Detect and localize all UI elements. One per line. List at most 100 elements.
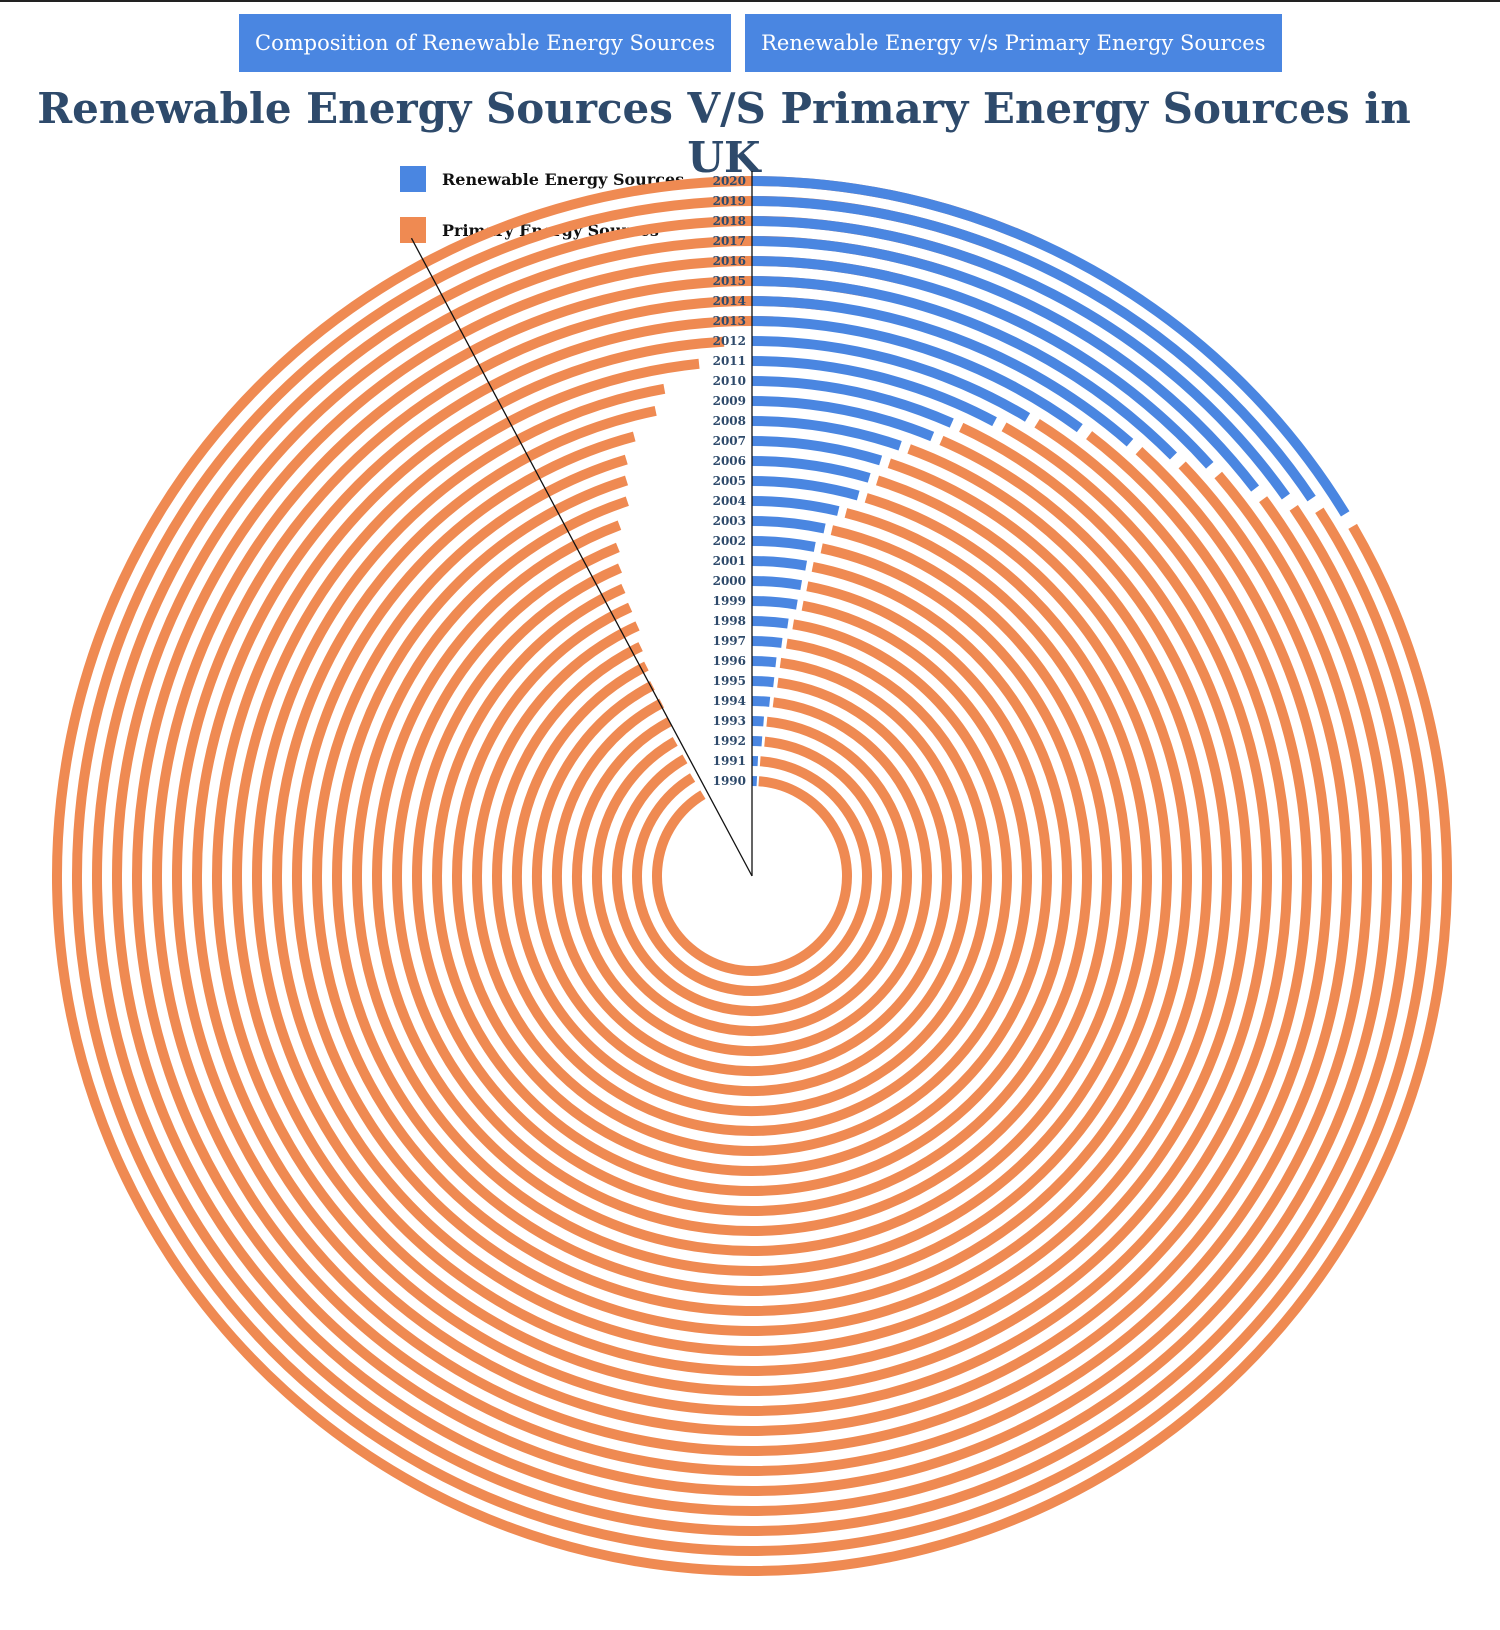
renewable-arc-1995 xyxy=(751,676,775,688)
year-label-1997: 1997 xyxy=(713,634,746,648)
renewable-arc-2001 xyxy=(751,556,808,571)
year-label-2017: 2017 xyxy=(713,234,746,248)
year-label-2013: 2013 xyxy=(713,314,746,328)
year-label-1998: 1998 xyxy=(713,614,746,628)
top-border xyxy=(0,0,1500,2)
renewable-arc-2004 xyxy=(751,496,840,516)
year-label-1991: 1991 xyxy=(713,754,746,768)
renewable-arc-2005 xyxy=(751,476,860,501)
primary-arc-1991 xyxy=(632,756,872,996)
year-label-2002: 2002 xyxy=(713,534,746,548)
legend-item-renewable: Renewable Energy Sources xyxy=(400,166,684,192)
primary-arc-1993 xyxy=(592,716,912,1036)
year-label-2016: 2016 xyxy=(713,254,746,268)
primary-arc-2000 xyxy=(452,581,1052,1177)
renewable-arc-2009 xyxy=(751,396,935,442)
primary-arc-2016 xyxy=(132,256,1372,1497)
renewable-arc-1994 xyxy=(751,696,771,707)
primary-arc-2005 xyxy=(351,493,1152,1276)
renewable-arc-2002 xyxy=(751,536,816,552)
year-label-2004: 2004 xyxy=(713,494,746,508)
year-label-1995: 1995 xyxy=(713,674,746,688)
year-label-1994: 1994 xyxy=(713,694,746,708)
renewable-arc-2000 xyxy=(751,576,803,591)
renewable-arc-2014 xyxy=(751,296,1134,447)
primary-arc-2014 xyxy=(172,296,1332,1456)
primary-arc-2002 xyxy=(412,543,1093,1216)
primary-arc-1996 xyxy=(532,657,972,1096)
chart-title: Renewable Energy Sources V/S Primary Ene… xyxy=(37,84,1411,182)
year-label-2005: 2005 xyxy=(713,474,746,488)
primary-arc-2013 xyxy=(192,316,1312,1436)
primary-arc-2007 xyxy=(312,454,1192,1316)
year-label-1992: 1992 xyxy=(713,734,746,748)
primary-arc-2015 xyxy=(152,276,1352,1476)
primary-arc-2009 xyxy=(272,405,1232,1356)
primary-arc-2001 xyxy=(432,561,1072,1196)
primary-arc-2004 xyxy=(372,508,1132,1256)
primary-arc-1998 xyxy=(492,619,1012,1136)
primary-arc-1995 xyxy=(552,677,953,1076)
year-label-2019: 2019 xyxy=(713,194,746,208)
primary-arc-2003 xyxy=(392,525,1112,1236)
primary-arc-2010 xyxy=(252,383,1252,1376)
radial-bar-chart: 1990 1991 1992 1993 1994 1995 1996 1997 1998 1999… xyxy=(52,171,1452,1576)
primary-arc-2006 xyxy=(332,475,1172,1296)
renewable-arc-2010 xyxy=(751,376,954,428)
year-label-2003: 2003 xyxy=(713,514,746,528)
year-label-2000: 2000 xyxy=(713,574,746,588)
renewable-arc-2015 xyxy=(751,276,1178,460)
primary-arc-2019 xyxy=(71,195,1432,1556)
year-label-2015: 2015 xyxy=(713,274,746,288)
year-label-2012: 2012 xyxy=(713,334,746,348)
legend-label-renewable: Renewable Energy Sources xyxy=(442,169,685,189)
year-label-2020: 2020 xyxy=(713,174,746,188)
year-label-1996: 1996 xyxy=(713,654,746,668)
year-label-2001: 2001 xyxy=(713,554,746,568)
primary-arc-1999 xyxy=(472,600,1032,1156)
tab-composition-button[interactable]: Composition of Renewable Energy Sources xyxy=(239,14,732,72)
end-axis-line xyxy=(410,237,753,877)
primary-arc-1990 xyxy=(652,776,852,976)
legend-swatch-renewable xyxy=(400,166,426,192)
renewable-arc-2007 xyxy=(751,436,883,466)
year-label-2007: 2007 xyxy=(713,434,746,448)
primary-arc-2017 xyxy=(112,236,1392,1516)
renewable-arc-1998 xyxy=(751,615,789,629)
primary-arc-1997 xyxy=(512,638,992,1116)
renewable-arc-1996 xyxy=(751,656,777,668)
primary-arc-2011 xyxy=(232,358,1273,1396)
legend-swatch-primary xyxy=(400,217,426,243)
year-label-2008: 2008 xyxy=(713,414,746,428)
primary-arc-1992 xyxy=(612,736,892,1016)
renewable-arc-2008 xyxy=(751,416,902,451)
renewable-arc-2003 xyxy=(751,516,826,534)
year-label-1993: 1993 xyxy=(713,714,746,728)
year-label-2018: 2018 xyxy=(713,214,746,228)
renewable-arc-2020 xyxy=(751,176,1350,517)
renewable-arc-2016 xyxy=(751,256,1214,469)
renewable-arc-2012 xyxy=(751,336,1031,422)
primary-arc-2012 xyxy=(212,336,1292,1416)
renewable-arc-2019 xyxy=(751,196,1316,502)
renewable-arc-2018 xyxy=(751,216,1290,500)
year-label-1999: 1999 xyxy=(713,594,746,608)
renewable-arc-2013 xyxy=(751,316,1083,433)
renewable-arc-2011 xyxy=(751,356,997,427)
primary-arc-2018 xyxy=(92,216,1412,1536)
primary-arc-2008 xyxy=(292,431,1212,1336)
year-label-1990: 1990 xyxy=(713,774,746,788)
renewable-arc-1999 xyxy=(751,596,798,610)
renewable-arc-1997 xyxy=(751,635,783,648)
renewable-arc-2006 xyxy=(751,456,871,483)
tab-bar: Composition of Renewable Energy Sources … xyxy=(239,14,1282,72)
primary-arc-1994 xyxy=(572,697,932,1056)
primary-arc-2020 xyxy=(52,176,1452,1576)
year-label-2014: 2014 xyxy=(713,294,746,308)
year-label-2009: 2009 xyxy=(713,394,746,408)
year-label-2010: 2010 xyxy=(713,374,746,388)
renewable-arc-2017 xyxy=(751,236,1260,492)
tab-renewable-vs-primary-button[interactable]: Renewable Energy v/s Primary Energy Sour… xyxy=(745,14,1282,72)
year-label-2011: 2011 xyxy=(713,354,746,368)
year-label-2006: 2006 xyxy=(713,454,746,468)
